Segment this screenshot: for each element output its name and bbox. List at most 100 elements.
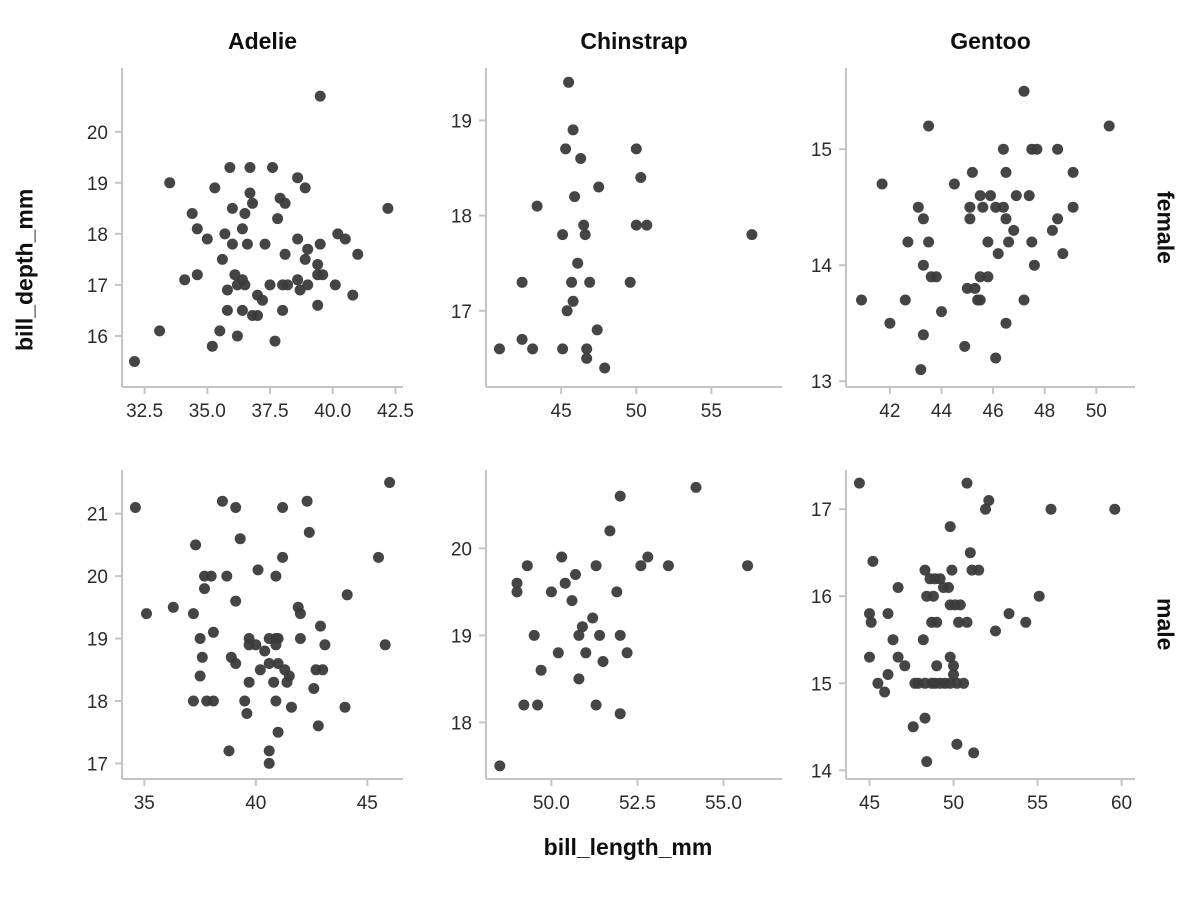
data-point	[213, 325, 225, 337]
y-tick-label: 18	[87, 692, 108, 713]
panel-chinstrap-female: 45 50 55 17 18 19	[451, 68, 782, 422]
data-point	[635, 172, 647, 183]
data-point	[884, 317, 896, 329]
data-point	[578, 219, 590, 231]
data-point	[379, 639, 391, 651]
data-point	[872, 677, 884, 689]
data-point	[198, 583, 210, 595]
data-point	[865, 616, 877, 628]
data-point	[604, 525, 616, 537]
data-point	[587, 612, 599, 624]
data-point	[1010, 190, 1022, 202]
data-point	[966, 166, 978, 178]
data-point	[291, 233, 303, 245]
data-point	[294, 284, 306, 296]
data-point	[207, 695, 219, 707]
data-point	[1003, 608, 1015, 620]
data-point	[1067, 166, 1079, 178]
data-point	[226, 238, 238, 250]
panel-gentoo-female: 42 44 46 48 50 13 14 15	[811, 68, 1135, 422]
data-point	[917, 329, 929, 341]
x-tick-label: 42.5	[377, 401, 414, 422]
data-point	[635, 560, 647, 572]
data-point	[878, 686, 890, 698]
data-point	[339, 701, 351, 713]
data-point	[944, 651, 956, 663]
data-point	[346, 289, 358, 301]
x-tick-label: 60	[1111, 793, 1132, 814]
data-point	[372, 551, 384, 563]
data-point	[263, 757, 275, 769]
data-point	[314, 620, 326, 632]
data-point	[271, 213, 283, 225]
data-point	[301, 243, 313, 255]
data-point	[291, 172, 303, 184]
data-point	[294, 633, 306, 644]
data-point	[917, 213, 929, 225]
data-point	[930, 660, 942, 672]
data-point	[129, 502, 141, 513]
data-point	[958, 340, 970, 352]
y-tick-label: 19	[87, 174, 108, 195]
x-tick-label: 46	[982, 401, 1003, 422]
data-point	[630, 143, 642, 155]
x-tick-label: 40.0	[314, 401, 351, 422]
data-point	[319, 639, 331, 651]
x-tick-label: 55	[1027, 793, 1048, 814]
data-point	[952, 616, 964, 628]
data-point	[301, 495, 313, 507]
data-point	[167, 601, 179, 613]
scatter-plot-svg: 45 50 55 17 18 19	[451, 68, 782, 422]
scatter-plot-svg: 42 44 46 48 50 13 14 15	[811, 68, 1135, 422]
data-point	[974, 190, 986, 202]
data-point	[882, 669, 894, 680]
data-point	[573, 673, 585, 685]
data-point	[263, 658, 275, 669]
data-point	[1045, 503, 1057, 515]
y-tick-label: 20	[87, 567, 108, 588]
data-point	[853, 477, 865, 489]
data-point	[951, 738, 963, 750]
data-point	[984, 190, 996, 202]
data-point	[907, 721, 919, 733]
data-point	[557, 229, 569, 241]
data-point	[303, 526, 315, 538]
data-point	[1108, 503, 1120, 515]
data-point	[299, 182, 311, 194]
data-point	[236, 304, 248, 316]
data-point	[614, 490, 626, 502]
data-point	[989, 201, 1001, 213]
data-point	[208, 182, 220, 194]
data-point	[997, 143, 1009, 155]
x-tick-label: 35	[133, 793, 154, 814]
data-point	[559, 577, 571, 589]
x-tick-label: 55	[701, 401, 722, 422]
data-point	[591, 324, 603, 336]
data-point	[964, 213, 976, 225]
data-point	[567, 295, 579, 307]
x-tick-label: 50	[943, 793, 964, 814]
y-tick-label: 18	[451, 207, 472, 228]
data-point	[258, 645, 270, 657]
data-point	[314, 90, 326, 102]
data-point	[312, 720, 324, 732]
data-point	[339, 233, 351, 245]
x-tick-label: 37.5	[251, 401, 288, 422]
x-tick-label: 44	[931, 401, 953, 422]
data-point	[207, 626, 219, 638]
data-point	[567, 124, 579, 136]
data-point	[947, 669, 959, 680]
data-point	[575, 153, 587, 164]
data-point	[967, 747, 979, 759]
facet-title-chinstrap: Chinstrap	[580, 28, 688, 54]
data-point	[1025, 236, 1037, 248]
data-point	[153, 325, 165, 337]
data-point	[229, 658, 241, 669]
data-point	[263, 745, 275, 757]
data-point	[573, 629, 585, 641]
data-point	[599, 362, 611, 374]
x-tick-label: 55.0	[705, 793, 742, 814]
y-axis-title: bill_depth_mm	[11, 188, 38, 352]
data-point	[516, 333, 528, 345]
